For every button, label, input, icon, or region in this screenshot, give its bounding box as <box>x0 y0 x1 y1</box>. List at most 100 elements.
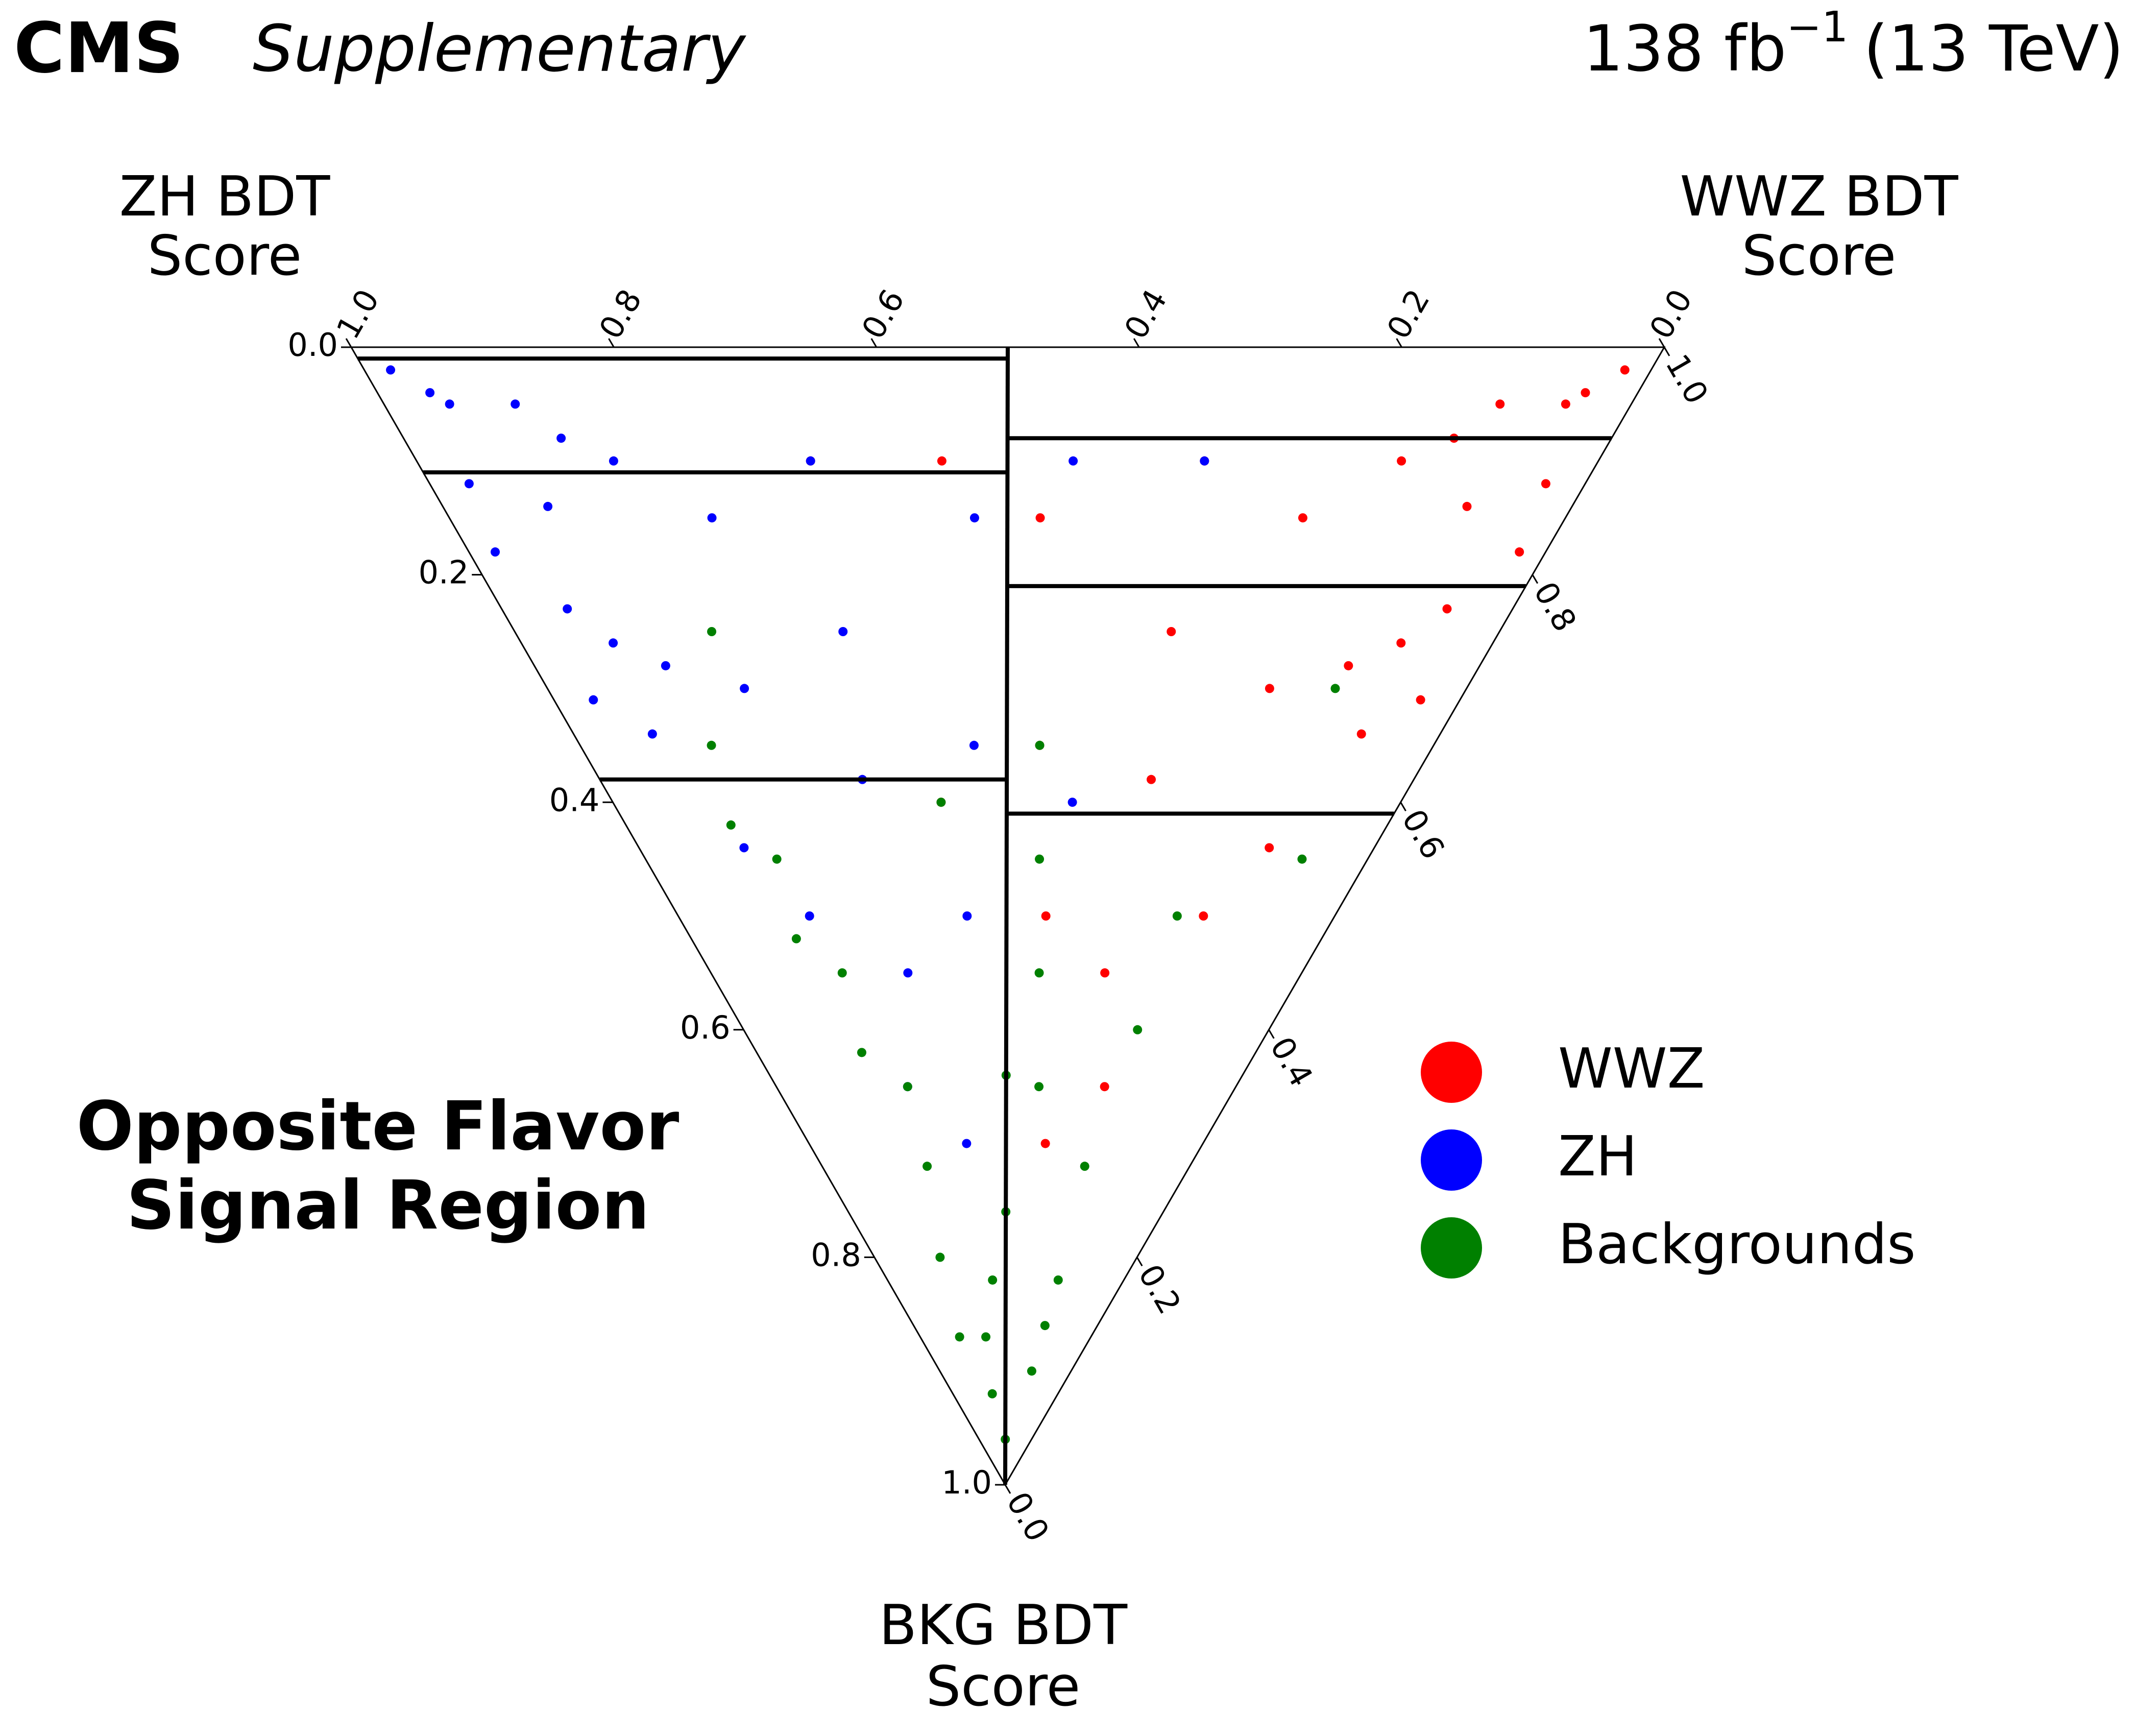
point <box>1069 456 1078 466</box>
bkg-tick-label: 0.2 <box>419 554 469 591</box>
point <box>806 456 815 466</box>
point <box>609 456 618 466</box>
point <box>1515 547 1524 557</box>
wwz-axis-label: WWZ BDT <box>1680 165 1958 229</box>
point <box>1167 627 1176 636</box>
legend-marker <box>1421 1217 1482 1279</box>
point <box>987 1389 997 1399</box>
point <box>1100 968 1110 978</box>
point <box>1035 513 1045 523</box>
point <box>1040 1139 1050 1148</box>
bkg-axis-label: Score <box>926 1655 1080 1719</box>
point <box>805 911 814 921</box>
point <box>726 820 736 830</box>
point <box>1035 854 1045 864</box>
zh-tick-label: 0.8 <box>592 283 649 345</box>
bkg-tick-label: 0.6 <box>680 1009 731 1046</box>
point <box>935 1252 945 1262</box>
zh-tick-label: 0.2 <box>1379 283 1437 345</box>
point <box>981 1332 991 1342</box>
lumi-suffix: (13 TeV) <box>1863 12 2124 86</box>
zh-axis-label: ZH BDT <box>119 165 331 229</box>
tick-mark <box>1133 338 1140 348</box>
point <box>1581 388 1590 398</box>
point <box>1147 775 1156 784</box>
region-label: Signal Region <box>127 1166 650 1245</box>
zh-tick-label: 0.0 <box>1642 283 1700 345</box>
tick-mark <box>1136 1257 1143 1267</box>
wwz-tick-label: 0.6 <box>1395 803 1452 865</box>
experiment: CMS <box>14 8 184 89</box>
point <box>969 513 979 523</box>
point <box>1027 1366 1036 1376</box>
divider-line <box>1003 347 1010 1485</box>
point <box>609 638 618 648</box>
point <box>1067 798 1077 807</box>
point <box>1035 740 1045 750</box>
point <box>445 399 454 409</box>
zh-tick-label: 0.6 <box>854 283 912 345</box>
wwz-tick-label: 0.0 <box>999 1486 1057 1548</box>
tick-mark <box>1658 338 1665 348</box>
tick-mark <box>1532 574 1539 584</box>
point <box>962 911 972 921</box>
point <box>464 479 474 489</box>
point <box>923 1162 932 1171</box>
point <box>838 627 848 636</box>
point <box>661 661 670 670</box>
point <box>937 456 946 466</box>
point <box>955 1332 964 1342</box>
zh-tick-label: 0.4 <box>1117 283 1175 345</box>
point <box>1034 968 1044 978</box>
point <box>837 968 847 978</box>
bkg-tick-label: 1.0 <box>941 1464 992 1501</box>
point <box>1265 843 1274 853</box>
lumi-exp: −1 <box>1786 3 1848 52</box>
point <box>589 695 598 705</box>
point <box>1265 684 1274 693</box>
tick-mark <box>1004 1484 1011 1494</box>
tick-mark <box>870 338 878 348</box>
point <box>1620 365 1630 375</box>
tick-mark <box>1400 802 1406 811</box>
point <box>1297 854 1307 864</box>
legend-label: WWZ <box>1558 1037 1705 1101</box>
lumi-base: 138 fb <box>1583 12 1786 86</box>
point <box>1442 604 1452 614</box>
point <box>1080 1162 1089 1171</box>
point <box>772 854 782 864</box>
point <box>740 684 749 693</box>
tick-mark <box>1663 347 1670 356</box>
point <box>1100 1082 1109 1092</box>
legend-label: Backgrounds <box>1558 1213 1916 1276</box>
point <box>969 740 979 750</box>
point <box>1356 729 1366 739</box>
region-label: Opposite Flavor <box>77 1087 679 1166</box>
point <box>1396 638 1406 648</box>
point <box>962 1139 972 1148</box>
wwz-tick-label: 0.4 <box>1263 1030 1321 1093</box>
wwz-tick-label: 1.0 <box>1658 348 1716 411</box>
tick-mark <box>1268 1029 1275 1039</box>
point <box>857 1048 866 1057</box>
point <box>511 399 520 409</box>
point <box>707 513 717 523</box>
lumi: 138 fb−1 (13 TeV) <box>1583 3 2124 86</box>
point <box>563 604 572 614</box>
legend-marker <box>1421 1042 1482 1103</box>
points <box>386 365 1630 1444</box>
bkg-tick-label: 0.8 <box>811 1236 861 1273</box>
point <box>707 740 716 750</box>
point <box>903 968 913 978</box>
zh-axis-label: Score <box>148 224 302 288</box>
point <box>936 798 946 807</box>
wwz-tick-label: 0.2 <box>1131 1258 1188 1320</box>
point <box>1053 1275 1063 1285</box>
status: Supplementary <box>253 11 746 86</box>
point <box>556 433 566 443</box>
point <box>1199 911 1208 921</box>
bkg-tick-label: 0.0 <box>287 326 338 364</box>
point <box>1041 911 1051 921</box>
